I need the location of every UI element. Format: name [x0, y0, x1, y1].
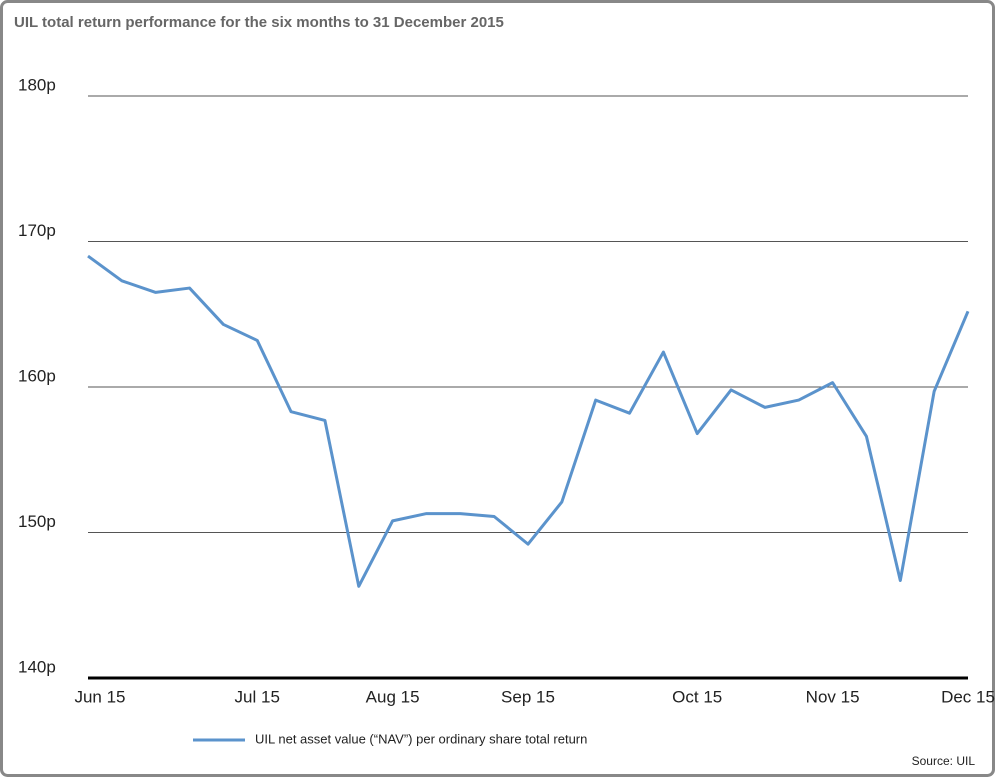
x-tick-label: Aug 15	[366, 687, 420, 706]
line	[87, 254, 970, 588]
chart-title: UIL total return performance for the six…	[14, 14, 504, 31]
y-tick-label: 180p	[18, 75, 56, 94]
legend-label: UIL net asset value (“NAV”) per ordinary…	[255, 731, 587, 746]
y-tick-label: 160p	[18, 366, 56, 385]
x-tick-label: Jul 15	[235, 687, 280, 706]
source: Source: UIL	[912, 754, 976, 768]
y-tick-label: 170p	[18, 221, 56, 240]
x-tick-label: Dec 15	[941, 687, 995, 706]
x-tick-label: Nov 15	[806, 687, 860, 706]
x-tick-label: Oct 15	[672, 687, 722, 706]
y-tick-label: 140p	[18, 657, 56, 676]
x-tick-label: Jun 15	[74, 687, 125, 706]
y-tick-label: 150p	[18, 512, 56, 531]
x-tick-label: Sep 15	[501, 687, 555, 706]
